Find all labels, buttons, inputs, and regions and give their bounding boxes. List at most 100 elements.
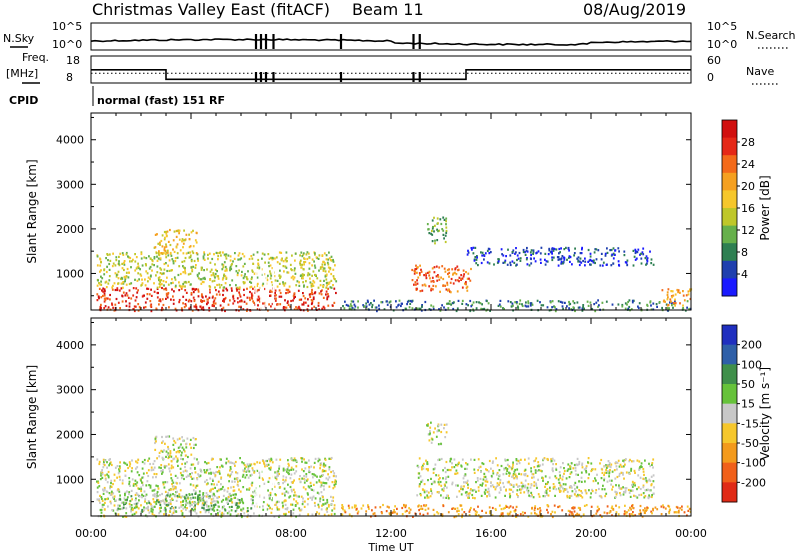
data-cell <box>646 506 648 509</box>
data-cell <box>269 270 271 273</box>
data-cell <box>563 258 566 261</box>
data-cell <box>270 457 273 460</box>
data-cell <box>168 259 171 262</box>
data-cell <box>446 468 449 472</box>
data-cell <box>100 280 102 283</box>
data-cell <box>547 481 549 484</box>
data-cell <box>621 305 624 308</box>
data-cell <box>215 251 218 254</box>
data-cell <box>423 483 426 486</box>
data-cell <box>130 508 133 511</box>
data-cell <box>174 506 177 509</box>
data-cell <box>188 307 191 310</box>
data-cell <box>545 482 547 486</box>
data-cell <box>431 267 434 270</box>
noise-tick-top-right: 10^5 <box>707 20 737 33</box>
data-cell <box>419 512 421 515</box>
data-cell <box>537 250 540 253</box>
data-cell <box>276 500 279 503</box>
data-cell <box>222 289 225 292</box>
data-cell <box>671 301 673 305</box>
data-cell <box>492 460 494 463</box>
data-cell <box>679 507 681 510</box>
data-cell <box>333 301 336 304</box>
data-cell <box>421 468 423 471</box>
data-cell <box>533 484 536 487</box>
data-cell <box>162 272 165 275</box>
data-cell <box>674 302 677 305</box>
data-cell <box>146 287 148 290</box>
x-tick-label: 00:00 <box>675 527 707 540</box>
data-cell <box>473 471 476 474</box>
data-cell <box>555 308 558 311</box>
data-cell <box>184 268 186 271</box>
data-cell <box>125 304 128 307</box>
data-cell <box>101 473 104 476</box>
data-cell <box>381 512 383 515</box>
data-cell <box>174 257 177 260</box>
data-cell <box>182 271 185 274</box>
data-cell <box>465 303 468 306</box>
data-cell <box>153 495 156 498</box>
data-cell <box>167 452 170 455</box>
data-cell <box>225 277 228 280</box>
data-cell <box>168 470 171 473</box>
data-cell <box>481 482 484 485</box>
data-cell <box>634 250 637 253</box>
data-cell <box>162 457 165 460</box>
data-cell <box>420 505 423 508</box>
data-cell <box>463 511 466 514</box>
data-cell <box>577 306 580 309</box>
data-cell <box>195 231 198 234</box>
data-cell <box>212 497 215 500</box>
data-cell <box>638 460 641 463</box>
data-cell <box>237 258 240 261</box>
data-cell <box>304 488 307 491</box>
data-cell <box>564 488 566 491</box>
data-cell <box>440 484 443 487</box>
data-cell <box>217 512 219 515</box>
data-cell <box>188 474 190 478</box>
data-cell <box>639 487 642 491</box>
data-cell <box>524 472 527 476</box>
data-cell <box>117 488 120 491</box>
data-cell <box>518 302 521 305</box>
data-cell <box>439 309 442 312</box>
data-cell <box>433 216 435 219</box>
data-cell <box>470 488 472 491</box>
data-cell <box>502 482 504 485</box>
data-cell <box>196 253 199 256</box>
data-cell <box>417 476 420 479</box>
data-cell <box>480 470 482 473</box>
data-cell <box>342 508 344 511</box>
data-cell <box>674 293 677 296</box>
data-cell <box>448 300 451 303</box>
data-cell <box>433 480 436 483</box>
data-cell <box>96 458 99 461</box>
data-cell <box>161 472 163 475</box>
data-cell <box>241 270 243 273</box>
data-cell <box>135 256 138 259</box>
data-cell <box>155 435 158 438</box>
data-cell <box>231 262 233 266</box>
data-cell <box>417 276 420 279</box>
data-cell <box>599 495 602 498</box>
data-cell <box>307 309 309 312</box>
data-cell <box>474 510 477 513</box>
data-cell <box>194 492 197 495</box>
data-cell <box>606 512 609 515</box>
data-cell <box>552 256 555 259</box>
data-cell <box>190 266 193 269</box>
data-cell <box>172 248 174 251</box>
data-cell <box>458 461 460 464</box>
data-cell <box>508 488 511 491</box>
data-cell <box>526 257 528 260</box>
data-cell <box>159 272 162 275</box>
data-cell <box>461 458 464 461</box>
data-cell <box>628 460 631 463</box>
data-cell <box>232 295 234 298</box>
data-cell <box>682 307 684 310</box>
data-cell <box>511 466 514 469</box>
data-cell <box>129 256 132 260</box>
